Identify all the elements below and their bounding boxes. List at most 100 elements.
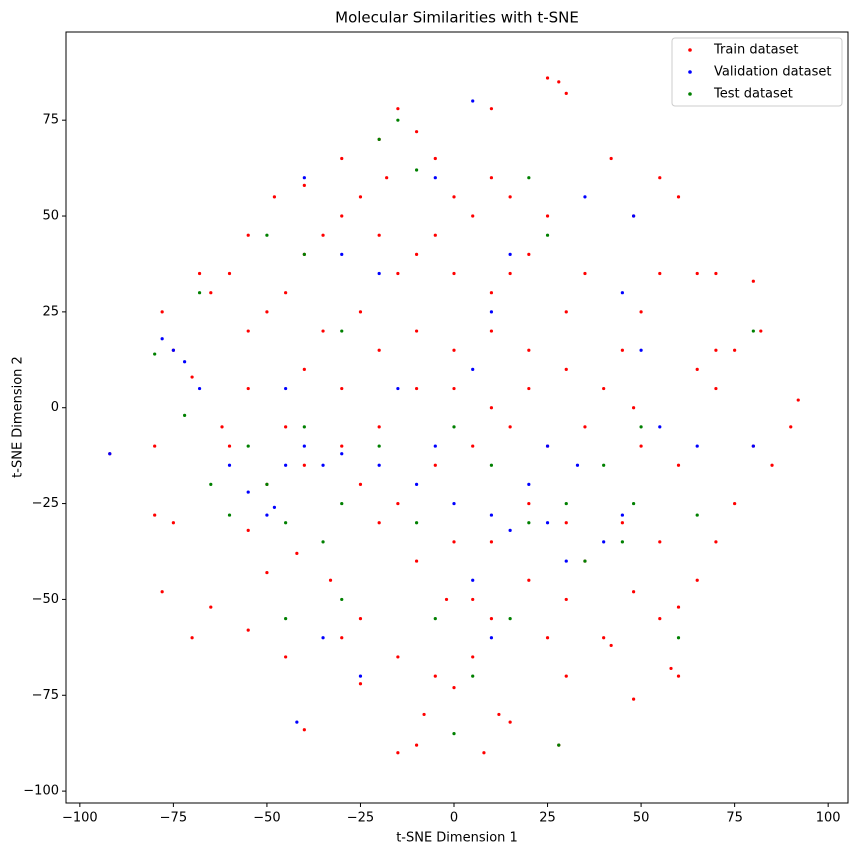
scatter-point — [377, 271, 381, 276]
scatter-point — [227, 463, 232, 467]
scatter-point — [602, 540, 606, 544]
scatter-point — [284, 463, 288, 467]
scatter-point — [396, 501, 400, 506]
scatter-point — [471, 578, 475, 582]
scatter-point — [471, 99, 475, 103]
scatter-point — [321, 233, 325, 237]
scatter-point — [733, 348, 737, 352]
scatter-point — [508, 195, 512, 199]
scatter-point — [340, 444, 344, 448]
scatter-point — [284, 425, 288, 429]
scatter-point — [695, 444, 699, 448]
scatter-point — [321, 329, 325, 333]
scatter-point — [295, 720, 299, 724]
scatter-point — [340, 501, 344, 506]
scatter-point — [414, 386, 419, 391]
scatter-point — [265, 233, 269, 237]
scatter-point — [714, 386, 718, 391]
scatter-point — [452, 386, 456, 391]
scatter-point — [564, 310, 568, 314]
scatter-point — [377, 425, 381, 429]
y-tick-label: −100 — [23, 784, 59, 799]
scatter-point — [489, 107, 494, 111]
scatter-point — [414, 130, 419, 134]
scatter-point — [632, 501, 636, 506]
scatter-point — [639, 444, 643, 448]
scatter-point — [321, 540, 325, 544]
scatter-point — [564, 91, 568, 95]
scatter-point — [385, 176, 389, 180]
scatter-point — [796, 398, 800, 402]
scatter-point — [433, 674, 437, 678]
scatter-point — [265, 482, 269, 487]
scatter-point — [620, 513, 624, 517]
scatter-point — [527, 521, 531, 525]
scatter-point — [209, 482, 213, 487]
scatter-point — [669, 666, 673, 671]
scatter-point — [183, 360, 187, 364]
scatter-point — [302, 176, 306, 180]
scatter-point — [489, 310, 494, 314]
scatter-point — [183, 413, 187, 417]
scatter-point — [452, 732, 456, 736]
scatter-point — [564, 559, 568, 563]
scatter-point — [695, 513, 699, 517]
scatter-point — [452, 685, 456, 690]
scatter-point — [153, 513, 157, 517]
scatter-point — [471, 367, 475, 371]
scatter-point — [340, 597, 344, 602]
scatter-point — [557, 80, 561, 84]
scatter-point — [545, 214, 550, 218]
plot-area — [108, 76, 800, 755]
scatter-point — [414, 329, 419, 333]
scatter-point — [340, 636, 344, 640]
scatter-point — [153, 352, 157, 356]
scatter-point — [545, 233, 550, 237]
scatter-point — [227, 444, 232, 448]
scatter-point — [396, 655, 400, 659]
scatter-point — [358, 310, 363, 314]
scatter-point — [209, 291, 213, 295]
scatter-point — [265, 310, 269, 314]
scatter-point — [632, 214, 636, 218]
scatter-point — [583, 271, 587, 276]
scatter-point — [751, 329, 755, 333]
scatter-point — [220, 425, 224, 429]
scatter-point — [321, 636, 325, 640]
scatter-point — [246, 528, 250, 533]
scatter-point — [377, 463, 381, 467]
scatter-point — [197, 291, 202, 295]
axes-frame — [65, 31, 849, 804]
scatter-point — [227, 513, 232, 517]
scatter-point — [527, 386, 531, 391]
scatter-point — [160, 590, 164, 594]
scatter-point — [508, 252, 512, 256]
x-tick-label: −75 — [160, 811, 187, 826]
scatter-point — [658, 616, 662, 621]
scatter-point — [583, 195, 587, 199]
x-tick-label: 25 — [539, 811, 556, 826]
legend-marker — [688, 48, 692, 52]
scatter-point — [284, 291, 288, 295]
scatter-point — [489, 513, 494, 517]
scatter-point — [396, 751, 400, 755]
scatter-point — [714, 540, 718, 544]
scatter-point — [190, 375, 194, 379]
scatter-point — [452, 195, 456, 199]
scatter-point — [508, 271, 512, 276]
scatter-point — [197, 386, 202, 391]
scatter-point — [295, 551, 299, 556]
x-tick-label: 50 — [633, 811, 650, 826]
scatter-point — [695, 271, 699, 276]
scatter-point — [302, 444, 306, 448]
legend-marker — [688, 70, 692, 74]
scatter-point — [508, 528, 512, 533]
scatter-point — [545, 521, 550, 525]
scatter-point — [328, 578, 333, 582]
scatter-point — [676, 463, 681, 467]
scatter-point — [527, 482, 531, 487]
scatter-point — [265, 570, 269, 575]
scatter-point — [246, 444, 250, 448]
